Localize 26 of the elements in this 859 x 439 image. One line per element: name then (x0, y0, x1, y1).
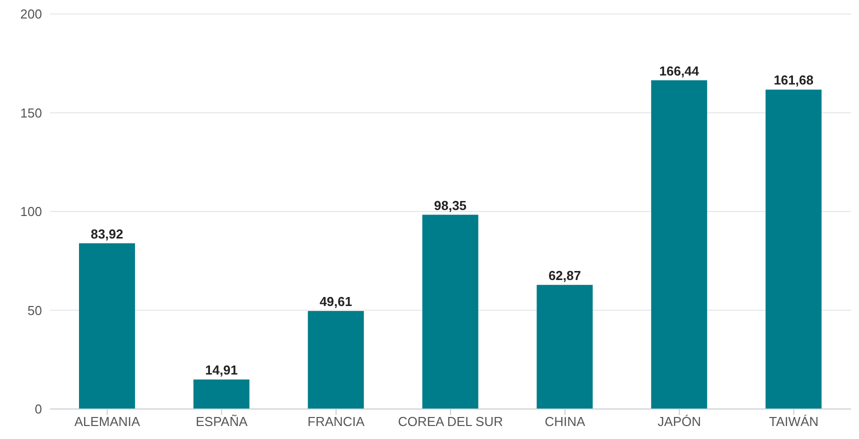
bar (766, 90, 822, 409)
bar (308, 311, 364, 409)
y-tick-label: 150 (20, 105, 42, 120)
x-tick-label: COREA DEL SUR (398, 414, 503, 430)
bar (422, 214, 478, 409)
y-tick-label: 200 (20, 6, 42, 22)
bar (651, 80, 708, 409)
data-label: 49,61 (320, 294, 352, 310)
data-label: 83,92 (90, 226, 124, 242)
x-tick-label: FRANCIA (308, 414, 365, 430)
data-label: 62,87 (548, 268, 581, 283)
y-tick-label: 0 (34, 402, 42, 417)
bar (79, 243, 135, 409)
y-tick-label: 100 (20, 204, 42, 220)
data-label: 161,68 (774, 72, 814, 88)
x-tick-label: TAIWÁN (768, 414, 819, 430)
bar (193, 380, 250, 409)
x-tick-label: JAPÓN (658, 414, 702, 430)
x-tick-label: ALEMANIA (74, 414, 140, 430)
data-label: 166,44 (659, 63, 700, 78)
x-tick-label: CHINA (544, 414, 586, 430)
data-label: 98,35 (434, 198, 467, 213)
data-label: 14,91 (205, 362, 238, 378)
x-tick-label: ESPAÑA (196, 414, 248, 430)
bar (536, 284, 593, 409)
y-tick-label: 50 (28, 302, 42, 318)
